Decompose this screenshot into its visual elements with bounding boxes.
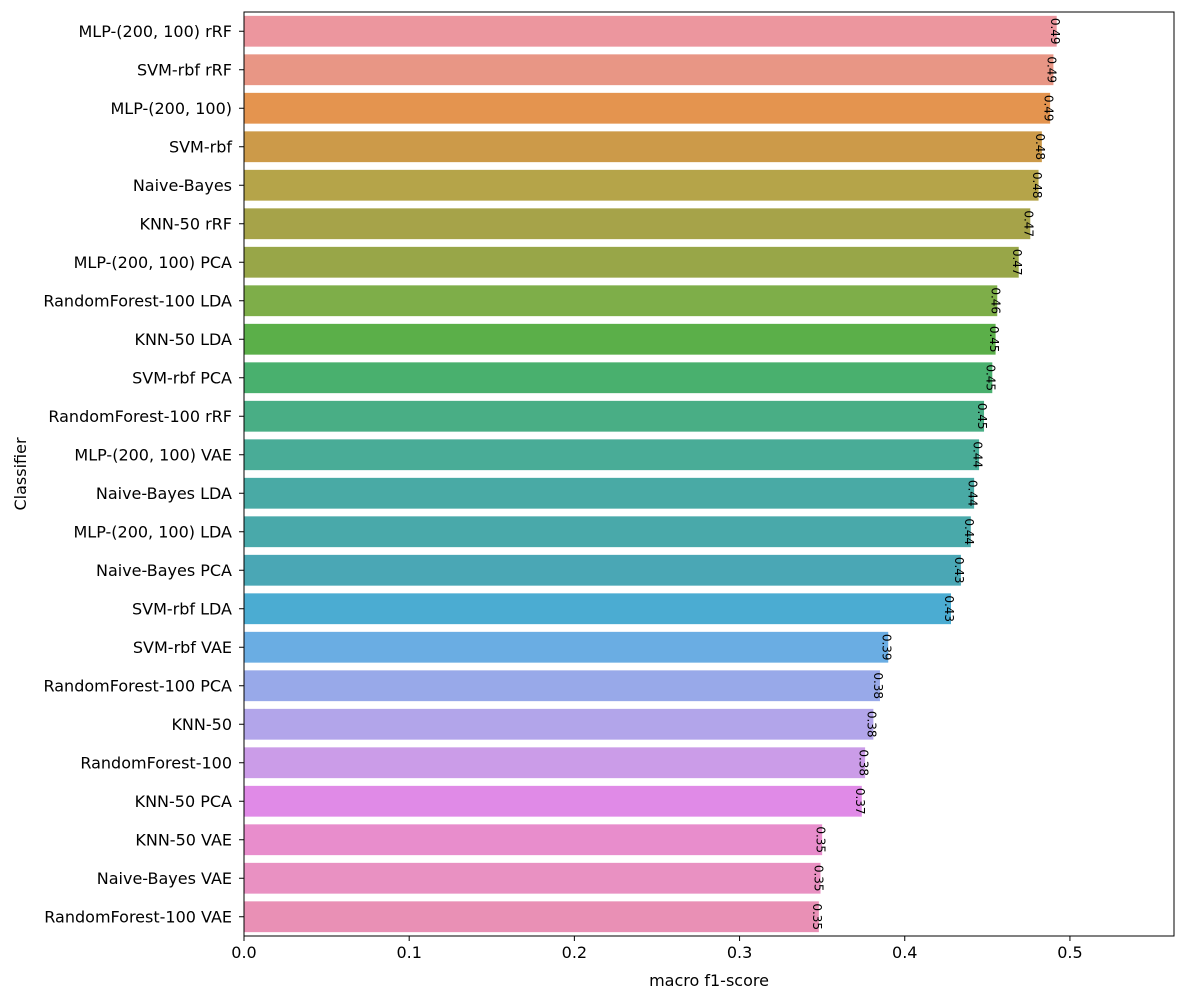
x-tick-label: 0.3 xyxy=(727,943,752,962)
bar xyxy=(244,170,1039,201)
bar xyxy=(244,285,997,316)
bar-value-label: 0.43 xyxy=(942,595,956,622)
x-tick-label: 0.2 xyxy=(562,943,587,962)
y-tick-label: KNN-50 rRF xyxy=(139,214,232,233)
bar-value-label: 0.35 xyxy=(812,865,826,892)
bar xyxy=(244,93,1050,124)
bar xyxy=(244,632,888,663)
x-tick-label: 0.5 xyxy=(1057,943,1082,962)
bars-layer xyxy=(244,16,1057,932)
bar xyxy=(244,208,1030,239)
y-tick-label: KNN-50 VAE xyxy=(135,830,232,849)
x-tick-label: 0.0 xyxy=(231,943,256,962)
x-tick-label: 0.1 xyxy=(396,943,421,962)
bar xyxy=(244,670,880,701)
y-tick-label: RandomForest-100 VAE xyxy=(44,907,232,926)
bar xyxy=(244,901,819,932)
bar-value-label: 0.44 xyxy=(970,441,984,468)
y-tick-label: RandomForest-100 PCA xyxy=(43,676,232,695)
y-tick-label: MLP-(200, 100) xyxy=(110,99,232,118)
bar-value-label: 0.46 xyxy=(988,287,1002,314)
bar xyxy=(244,747,865,778)
y-tick-label: RandomForest-100 LDA xyxy=(43,291,232,310)
bar-value-label: 0.48 xyxy=(1030,172,1044,199)
bar-value-label: 0.38 xyxy=(871,672,885,699)
y-tick-label: MLP-(200, 100) LDA xyxy=(73,522,232,541)
y-tick-label: SVM-rbf xyxy=(169,137,232,156)
bar-value-label: 0.45 xyxy=(983,364,997,391)
bar xyxy=(244,824,822,855)
bar xyxy=(244,247,1019,278)
bar xyxy=(244,131,1042,162)
bar xyxy=(244,324,996,355)
bar xyxy=(244,362,992,393)
bar-value-label: 0.47 xyxy=(1021,210,1035,237)
bar-value-label: 0.37 xyxy=(853,788,867,815)
y-tick-label: SVM-rbf LDA xyxy=(132,599,232,618)
bar xyxy=(244,786,862,817)
bar xyxy=(244,478,974,509)
bar xyxy=(244,555,961,586)
x-tick-label: 0.4 xyxy=(892,943,917,962)
bar xyxy=(244,439,979,470)
bar-value-label: 0.49 xyxy=(1045,56,1059,83)
bar xyxy=(244,401,984,432)
y-tick-label: RandomForest-100 xyxy=(80,753,232,772)
y-tick-label: KNN-50 xyxy=(171,715,232,734)
bar-value-label: 0.48 xyxy=(1033,133,1047,160)
y-axis-label: Classifier xyxy=(11,437,30,510)
bar xyxy=(244,54,1053,85)
bar-value-label: 0.44 xyxy=(965,480,979,507)
bar-value-label: 0.35 xyxy=(810,903,824,930)
y-tick-label: Naive-Bayes VAE xyxy=(97,869,232,888)
y-tick-label: Naive-Bayes xyxy=(133,176,232,195)
bar-value-label: 0.45 xyxy=(987,326,1001,353)
y-tick-label: Naive-Bayes LDA xyxy=(96,484,232,503)
y-tick-label: MLP-(200, 100) VAE xyxy=(74,445,232,464)
y-tick-label: MLP-(200, 100) rRF xyxy=(78,22,232,41)
bar xyxy=(244,863,821,894)
x-axis-ticks: 0.0 0.1 0.2 0.3 0.4 0.5 xyxy=(231,936,1082,962)
bar-value-label: 0.49 xyxy=(1048,18,1062,45)
y-tick-label: SVM-rbf rRF xyxy=(137,60,232,79)
y-tick-label: KNN-50 PCA xyxy=(135,792,232,811)
bar xyxy=(244,593,951,624)
y-axis-ticks: MLP-(200, 100) rRF SVM-rbf rRF MLP-(200, 1… xyxy=(43,22,244,927)
bar-value-label: 0.47 xyxy=(1010,249,1024,276)
y-tick-label: RandomForest-100 rRF xyxy=(48,407,232,426)
bar-value-label: 0.35 xyxy=(813,826,827,853)
bar xyxy=(244,709,873,740)
bar-value-label: 0.45 xyxy=(975,403,989,430)
bar xyxy=(244,16,1057,47)
bar-value-label: 0.39 xyxy=(879,634,893,661)
bar-value-label: 0.38 xyxy=(856,749,870,776)
bar-value-label: 0.44 xyxy=(962,518,976,545)
y-tick-label: MLP-(200, 100) PCA xyxy=(74,253,232,272)
x-axis-label: macro f1-score xyxy=(649,971,769,990)
y-tick-label: SVM-rbf PCA xyxy=(132,368,232,387)
y-tick-label: SVM-rbf VAE xyxy=(133,638,232,657)
bar xyxy=(244,516,971,547)
y-tick-label: KNN-50 LDA xyxy=(134,330,232,349)
bar-value-label: 0.43 xyxy=(952,557,966,584)
y-tick-label: Naive-Bayes PCA xyxy=(96,561,232,580)
bar-value-label: 0.38 xyxy=(865,711,879,738)
bar-value-label: 0.49 xyxy=(1041,95,1055,122)
